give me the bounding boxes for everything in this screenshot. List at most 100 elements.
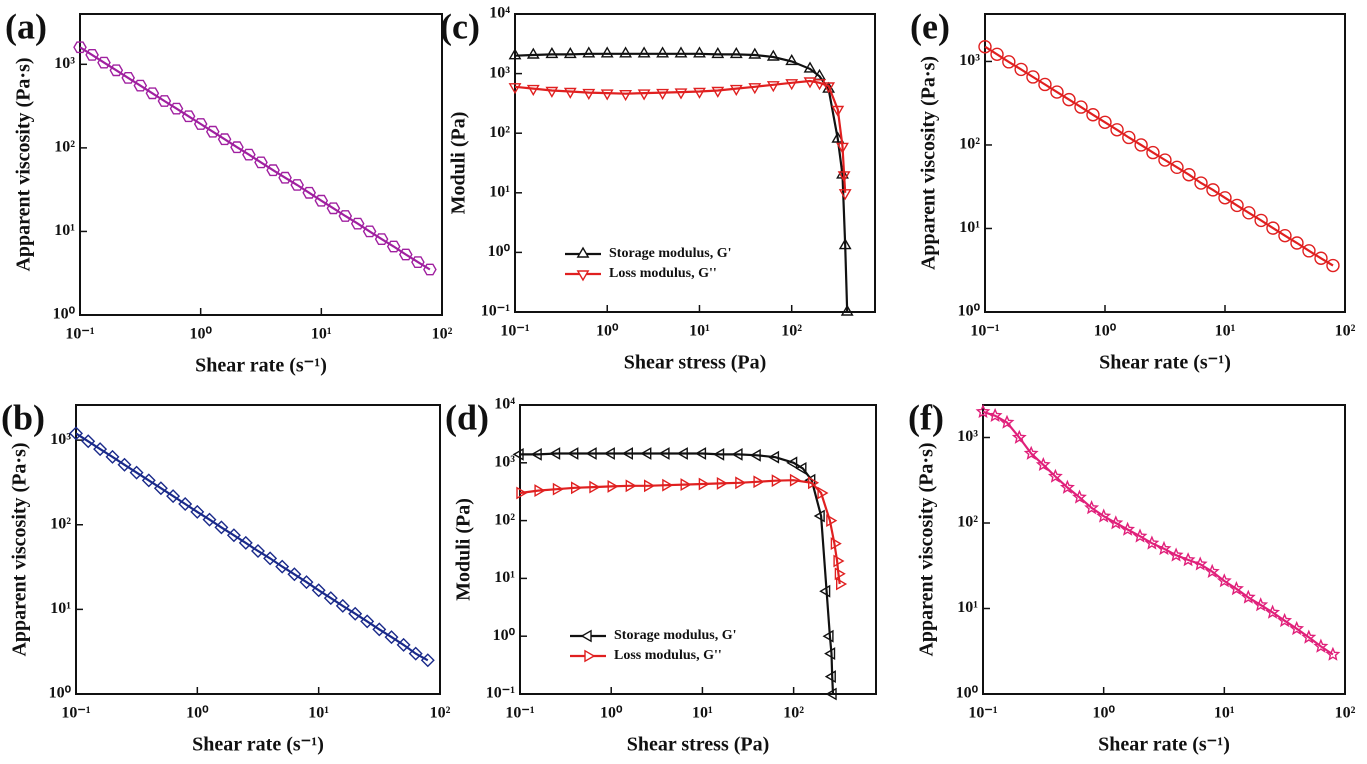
marker xyxy=(711,86,725,98)
y-tick-label: 10³ xyxy=(54,55,75,72)
x-tick-label: 10⁰ xyxy=(600,705,623,722)
marker xyxy=(749,448,761,462)
marker xyxy=(534,484,546,498)
plot-frame xyxy=(514,13,876,313)
x-tick-label: 10¹ xyxy=(308,705,329,722)
marker xyxy=(516,486,528,500)
marker xyxy=(226,528,241,543)
legend-label: Storage modulus, G' xyxy=(614,628,737,643)
marker xyxy=(157,95,172,107)
marker xyxy=(771,474,783,488)
marker xyxy=(729,47,743,59)
marker xyxy=(1301,629,1317,644)
marker xyxy=(753,475,765,489)
marker xyxy=(693,46,706,58)
marker xyxy=(1134,138,1148,152)
marker xyxy=(1170,160,1184,175)
marker xyxy=(1144,535,1160,550)
marker xyxy=(526,84,540,96)
y-axis-label: Apparent viscosity (Pa·s) xyxy=(918,56,940,270)
marker xyxy=(508,83,522,95)
legend-label: Loss modulus, G'' xyxy=(609,266,717,281)
marker xyxy=(1228,580,1244,596)
legend-label: Loss modulus, G'' xyxy=(614,648,722,663)
y-tick-label: 10³ xyxy=(50,431,71,448)
marker xyxy=(695,447,707,460)
marker xyxy=(1038,77,1052,92)
marker xyxy=(676,447,688,460)
y-tick-label: 10¹ xyxy=(957,599,978,616)
marker xyxy=(1132,528,1148,543)
marker xyxy=(1098,115,1112,129)
marker xyxy=(117,457,132,472)
marker xyxy=(1265,604,1281,619)
marker xyxy=(656,88,670,100)
marker xyxy=(1059,479,1075,494)
y-tick-label: 10⁴ xyxy=(489,5,510,22)
marker xyxy=(549,447,561,460)
data-line xyxy=(519,479,841,585)
marker xyxy=(338,210,353,222)
marker xyxy=(1192,556,1208,571)
x-tick-label: 10¹ xyxy=(1214,705,1235,722)
y-axis-label: Moduli (Pa) xyxy=(448,112,470,215)
marker xyxy=(105,449,120,464)
marker xyxy=(1023,445,1039,460)
marker xyxy=(335,598,350,613)
marker xyxy=(600,89,614,101)
marker xyxy=(299,575,314,590)
marker xyxy=(1206,183,1220,197)
marker xyxy=(803,77,817,89)
x-axis-label: Shear rate (s⁻¹) xyxy=(195,355,327,377)
panel-label: (f) xyxy=(908,397,944,437)
marker xyxy=(386,240,401,253)
marker xyxy=(93,442,108,457)
y-tick-label: 10⁻¹ xyxy=(481,303,510,320)
marker xyxy=(242,148,256,161)
marker xyxy=(360,614,375,629)
marker xyxy=(1011,429,1027,444)
marker xyxy=(420,653,435,668)
marker xyxy=(834,567,846,581)
y-tick-label: 10¹ xyxy=(489,183,510,200)
marker xyxy=(640,447,652,460)
x-axis-label: Shear rate (s⁻¹) xyxy=(192,734,324,756)
marker xyxy=(526,47,540,59)
marker xyxy=(314,194,329,207)
x-tick-label: 10⁰ xyxy=(1094,323,1117,340)
marker xyxy=(230,141,244,154)
marker xyxy=(785,54,799,66)
marker xyxy=(619,46,633,58)
marker xyxy=(1096,508,1112,523)
marker xyxy=(1062,92,1076,107)
marker xyxy=(589,480,601,494)
x-tick-label: 10¹ xyxy=(1215,323,1236,340)
marker xyxy=(287,567,302,582)
data-line xyxy=(514,52,849,313)
marker xyxy=(408,646,423,661)
marker xyxy=(837,171,851,183)
marker xyxy=(563,87,577,99)
marker xyxy=(1302,244,1316,258)
marker xyxy=(326,202,341,215)
marker xyxy=(275,559,290,574)
marker xyxy=(348,606,363,621)
marker xyxy=(512,447,524,461)
x-tick-label: 10⁻¹ xyxy=(65,326,94,343)
marker xyxy=(990,47,1004,62)
marker xyxy=(193,118,208,130)
y-tick-label: 10² xyxy=(50,515,71,532)
marker xyxy=(374,233,389,245)
marker xyxy=(1290,236,1304,250)
y-tick-label: 10⁻¹ xyxy=(486,685,515,702)
marker xyxy=(1110,123,1124,137)
marker xyxy=(350,217,365,230)
x-axis-label: Shear rate (s⁻¹) xyxy=(1099,352,1231,374)
marker xyxy=(674,46,688,58)
y-tick-label: 10⁴ xyxy=(494,396,515,413)
marker xyxy=(423,263,437,276)
marker xyxy=(607,479,619,493)
marker xyxy=(398,248,413,261)
marker xyxy=(658,447,670,460)
